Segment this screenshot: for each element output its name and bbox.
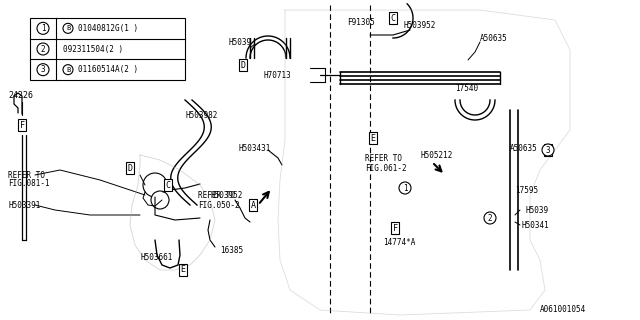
Text: FIG.050-2: FIG.050-2 bbox=[198, 201, 239, 210]
Text: 1: 1 bbox=[41, 24, 45, 33]
Text: 17595: 17595 bbox=[515, 186, 538, 195]
Text: F91305: F91305 bbox=[347, 18, 375, 27]
Text: A: A bbox=[250, 201, 255, 210]
Text: 3: 3 bbox=[546, 146, 550, 155]
Circle shape bbox=[151, 191, 169, 209]
Text: C: C bbox=[166, 180, 170, 189]
Text: H5039: H5039 bbox=[228, 37, 251, 46]
Text: E: E bbox=[371, 133, 376, 142]
Text: 2: 2 bbox=[488, 213, 492, 222]
Circle shape bbox=[37, 22, 49, 34]
Text: 17540: 17540 bbox=[455, 84, 478, 92]
Text: D: D bbox=[241, 60, 246, 69]
Text: H503952: H503952 bbox=[403, 20, 435, 29]
Text: 16385: 16385 bbox=[220, 245, 243, 254]
Text: C: C bbox=[390, 13, 396, 22]
Text: F: F bbox=[392, 223, 397, 233]
Text: 1: 1 bbox=[403, 183, 407, 193]
Text: FIG.061-2: FIG.061-2 bbox=[365, 164, 406, 172]
Text: FIG.081-1: FIG.081-1 bbox=[8, 179, 50, 188]
Text: B: B bbox=[66, 25, 70, 31]
Text: B: B bbox=[66, 67, 70, 73]
Circle shape bbox=[37, 43, 49, 55]
Text: A50635: A50635 bbox=[480, 34, 508, 43]
Text: A061001054: A061001054 bbox=[540, 306, 586, 315]
Circle shape bbox=[143, 173, 167, 197]
Text: H70713: H70713 bbox=[263, 70, 291, 79]
Circle shape bbox=[37, 64, 49, 76]
Text: 01160514A(2 ): 01160514A(2 ) bbox=[78, 65, 138, 74]
Text: F: F bbox=[19, 121, 24, 130]
Text: 3: 3 bbox=[41, 65, 45, 74]
Text: H503982: H503982 bbox=[185, 110, 218, 119]
Text: REFER TO: REFER TO bbox=[365, 154, 402, 163]
Circle shape bbox=[484, 212, 496, 224]
Text: 2: 2 bbox=[41, 44, 45, 53]
Text: 14774*A: 14774*A bbox=[383, 237, 415, 246]
Circle shape bbox=[542, 144, 554, 156]
Text: H5039: H5039 bbox=[525, 205, 548, 214]
Text: H50341: H50341 bbox=[522, 220, 550, 229]
Text: 01040812G(1 ): 01040812G(1 ) bbox=[78, 24, 138, 33]
Text: H503661: H503661 bbox=[140, 253, 172, 262]
Text: E: E bbox=[180, 266, 186, 275]
Text: REFER TO: REFER TO bbox=[198, 190, 235, 199]
Text: H503391: H503391 bbox=[8, 201, 40, 210]
Text: H503431: H503431 bbox=[238, 143, 270, 153]
Text: A50635: A50635 bbox=[510, 143, 538, 153]
Circle shape bbox=[63, 23, 73, 33]
Text: H505212: H505212 bbox=[420, 150, 452, 159]
Text: D: D bbox=[127, 164, 132, 172]
Text: REFER TO: REFER TO bbox=[8, 171, 45, 180]
Text: 092311504(2 ): 092311504(2 ) bbox=[63, 44, 123, 53]
Text: H503952: H503952 bbox=[210, 190, 243, 199]
Text: 24226: 24226 bbox=[8, 91, 33, 100]
Text: 3: 3 bbox=[546, 146, 550, 155]
Bar bbox=[30, 18, 185, 80]
Circle shape bbox=[63, 65, 73, 75]
Circle shape bbox=[399, 182, 411, 194]
